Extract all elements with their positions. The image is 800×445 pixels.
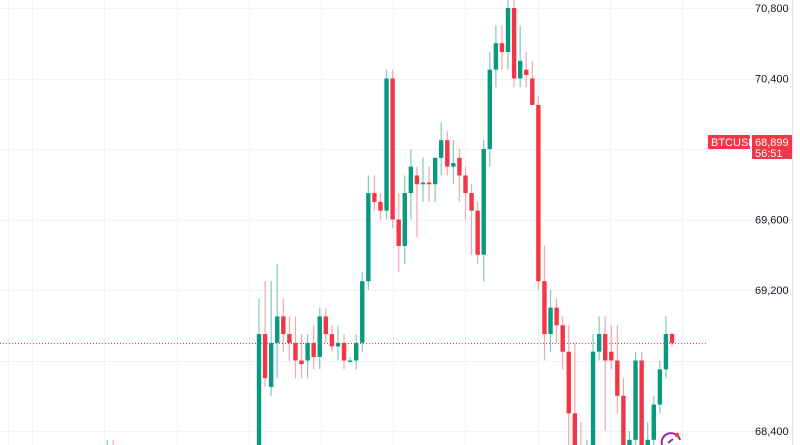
candle-body	[463, 175, 468, 194]
candle-body	[372, 193, 377, 202]
candle-body	[323, 316, 329, 335]
candle-body	[402, 193, 407, 246]
candle-body	[651, 404, 656, 440]
price-tick-label: 70,800	[755, 3, 789, 15]
candle-body	[596, 334, 602, 352]
candle-body	[445, 140, 450, 167]
candle-body	[542, 281, 547, 335]
candle-body	[663, 334, 669, 370]
candle-body	[481, 149, 486, 255]
price-tick-label: 70,400	[755, 74, 789, 86]
candle-body	[451, 163, 456, 167]
candle-body	[602, 334, 608, 361]
candle-body	[305, 342, 310, 361]
last-price-tag: 68,899	[755, 137, 789, 149]
candle-body	[293, 342, 298, 361]
candle-body	[408, 166, 414, 194]
candle-body	[524, 69, 529, 75]
candle-body	[329, 334, 335, 347]
candle-body	[457, 157, 462, 176]
candle-body	[536, 104, 541, 282]
candle-body	[639, 360, 644, 445]
candle-body	[621, 395, 626, 445]
candle-body	[609, 351, 614, 361]
candle-body	[645, 439, 650, 445]
candle-body	[554, 307, 559, 326]
candle-body	[517, 60, 523, 79]
candle-body	[396, 219, 401, 246]
candle-body	[548, 307, 553, 335]
symbol-tag-bg	[708, 135, 750, 149]
candle-body	[420, 182, 426, 185]
candle-body	[432, 157, 438, 185]
symbol-tag: BTCUSD	[711, 137, 756, 149]
candle-body	[469, 193, 474, 211]
candle-body	[262, 334, 268, 379]
price-tags: BTCUSD 68,899 56:51	[708, 135, 792, 160]
candle-body	[530, 78, 535, 105]
candle-body	[360, 281, 365, 343]
candle-body	[487, 69, 492, 149]
candle-body	[287, 334, 292, 343]
candles	[106, 0, 675, 445]
replay-timer-icon[interactable]	[660, 432, 681, 445]
candle-body	[414, 175, 420, 185]
candle-body	[499, 43, 505, 53]
price-tick-label: 69,600	[755, 215, 789, 227]
candle-body	[669, 334, 675, 344]
price-tick-label: 68,400	[755, 426, 789, 438]
candle-body	[633, 360, 638, 440]
price-tick-label: 69,200	[755, 285, 789, 297]
candle-body	[572, 413, 578, 445]
candle-body	[426, 182, 432, 185]
candle-body	[657, 369, 663, 405]
candle-body	[366, 193, 371, 282]
candle-body	[615, 360, 620, 396]
candle-body	[311, 342, 316, 357]
candle-body	[281, 316, 286, 335]
candle-body	[475, 210, 480, 255]
candle-body	[299, 360, 304, 365]
bar-countdown-tag: 56:51	[755, 148, 783, 160]
candle-body	[341, 342, 347, 361]
candle-body	[627, 439, 632, 445]
candle-body	[275, 316, 280, 343]
candle-body	[505, 8, 511, 53]
price-axis[interactable]: 70,80070,40070,00069,60069,20068,40068,0…	[755, 3, 789, 445]
candle-body	[560, 325, 565, 352]
candle-body	[378, 201, 383, 211]
candle-body	[335, 342, 341, 347]
candle-body	[384, 78, 389, 211]
candle-body	[566, 351, 571, 414]
candle-body	[590, 351, 596, 445]
price-tag-bg	[752, 135, 792, 159]
candle-body	[511, 8, 517, 79]
candle-body	[347, 360, 353, 362]
candle-body	[256, 334, 262, 445]
candle-body	[439, 140, 444, 158]
candle-body	[390, 78, 395, 220]
candle-body	[317, 316, 322, 357]
candle-body	[353, 342, 359, 361]
candle-body	[268, 342, 274, 387]
candle-body	[493, 43, 499, 70]
